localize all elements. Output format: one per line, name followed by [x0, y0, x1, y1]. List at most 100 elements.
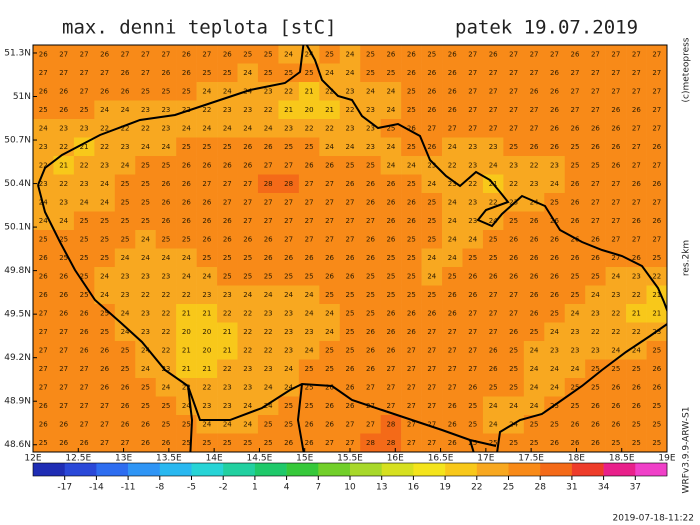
- country-border: [496, 322, 667, 452]
- cell: [339, 119, 361, 138]
- cell-value: 27: [468, 346, 477, 354]
- cell-value: 27: [346, 198, 355, 206]
- cell: [585, 211, 606, 231]
- cell: [646, 433, 668, 453]
- cell-value: 27: [530, 124, 539, 132]
- cell: [380, 211, 402, 231]
- date: patek 19.07.2019: [455, 17, 638, 39]
- cell-value: 25: [386, 272, 395, 280]
- cell-value: 26: [611, 106, 620, 114]
- cell-value: 27: [448, 365, 457, 373]
- cell-value: 26: [611, 124, 620, 132]
- cell: [135, 433, 157, 453]
- cell: [278, 415, 300, 434]
- cell-value: 27: [243, 180, 252, 188]
- cell: [339, 304, 361, 323]
- cell: [73, 267, 95, 286]
- cell: [646, 248, 668, 268]
- cell-value: 24: [305, 50, 314, 58]
- cell: [278, 267, 300, 286]
- cell: [135, 341, 157, 360]
- cell-value: 21: [80, 143, 89, 151]
- cell-value: 24: [100, 291, 109, 299]
- cell-value: 22: [161, 346, 170, 354]
- cell-value: 22: [243, 328, 252, 336]
- cell-value: 27: [468, 69, 477, 77]
- cell-value: 27: [509, 124, 518, 132]
- cell: [53, 156, 75, 175]
- cell: [442, 433, 463, 453]
- cell-value: 22: [141, 124, 150, 132]
- cell-value: 26: [386, 346, 395, 354]
- cell-value: 23: [223, 402, 232, 410]
- cell: [73, 378, 95, 397]
- cell: [360, 285, 381, 305]
- cell: [585, 174, 606, 194]
- cell-value: 26: [530, 254, 539, 262]
- cell: [155, 415, 177, 434]
- cell: [605, 211, 627, 231]
- cell: [73, 230, 95, 249]
- cell: [257, 100, 279, 120]
- cell-value: 24: [468, 235, 477, 243]
- lon-label: 16.5E: [428, 454, 454, 464]
- title: max. denni teplota [stC]: [62, 17, 337, 39]
- cell-value: 26: [571, 217, 580, 225]
- cell-value: 24: [325, 309, 334, 317]
- cell: [523, 267, 545, 286]
- cell-value: 24: [243, 420, 252, 428]
- cell-value: 26: [39, 420, 48, 428]
- cell: [585, 378, 606, 397]
- colorbar-label: -14: [89, 483, 104, 493]
- cell: [176, 211, 197, 231]
- cell: [360, 267, 381, 286]
- cell-value: 26: [39, 291, 48, 299]
- cell-value: 26: [100, 50, 109, 58]
- cell-value: 27: [571, 106, 580, 114]
- cell: [94, 433, 116, 453]
- cell: [462, 230, 484, 249]
- cell: [217, 267, 238, 286]
- cell-value: 25: [59, 235, 68, 243]
- cell: [605, 433, 627, 453]
- cell-value: 25: [223, 69, 232, 77]
- cell-value: 25: [571, 402, 580, 410]
- cell: [380, 100, 402, 120]
- cell: [237, 304, 259, 323]
- cell: [482, 119, 504, 138]
- lon-label: 12E: [24, 454, 41, 464]
- cell-value: 24: [141, 235, 150, 243]
- cell-value: 27: [530, 69, 539, 77]
- cell: [278, 433, 300, 453]
- cell-value: 24: [141, 254, 150, 262]
- cell-value: 23: [243, 365, 252, 373]
- cell-value: 26: [100, 383, 109, 391]
- cell-value: 26: [325, 254, 334, 262]
- cell: [462, 322, 484, 342]
- cell-value: 26: [448, 309, 457, 317]
- cell-value: 25: [571, 272, 580, 280]
- cell: [319, 378, 341, 397]
- cell-value: 25: [448, 272, 457, 280]
- cell-value: 25: [346, 291, 355, 299]
- cell: [462, 137, 484, 157]
- cell: [319, 285, 341, 305]
- cell: [217, 322, 238, 342]
- cell-value: 27: [80, 365, 89, 373]
- cell: [217, 304, 238, 323]
- colorbar-swatch: [33, 463, 65, 476]
- cell: [401, 63, 422, 83]
- cell: [257, 378, 279, 397]
- cell: [523, 100, 545, 120]
- cell: [421, 267, 443, 286]
- cell: [114, 193, 136, 212]
- cell: [585, 82, 606, 101]
- cell-value: 22: [530, 161, 539, 169]
- cell-value: 24: [366, 87, 375, 95]
- cell: [319, 396, 341, 416]
- cell: [442, 156, 463, 175]
- cell-value: 22: [182, 383, 191, 391]
- cell-value: 27: [509, 87, 518, 95]
- cell-value: 27: [80, 69, 89, 77]
- cell-value: 26: [346, 180, 355, 188]
